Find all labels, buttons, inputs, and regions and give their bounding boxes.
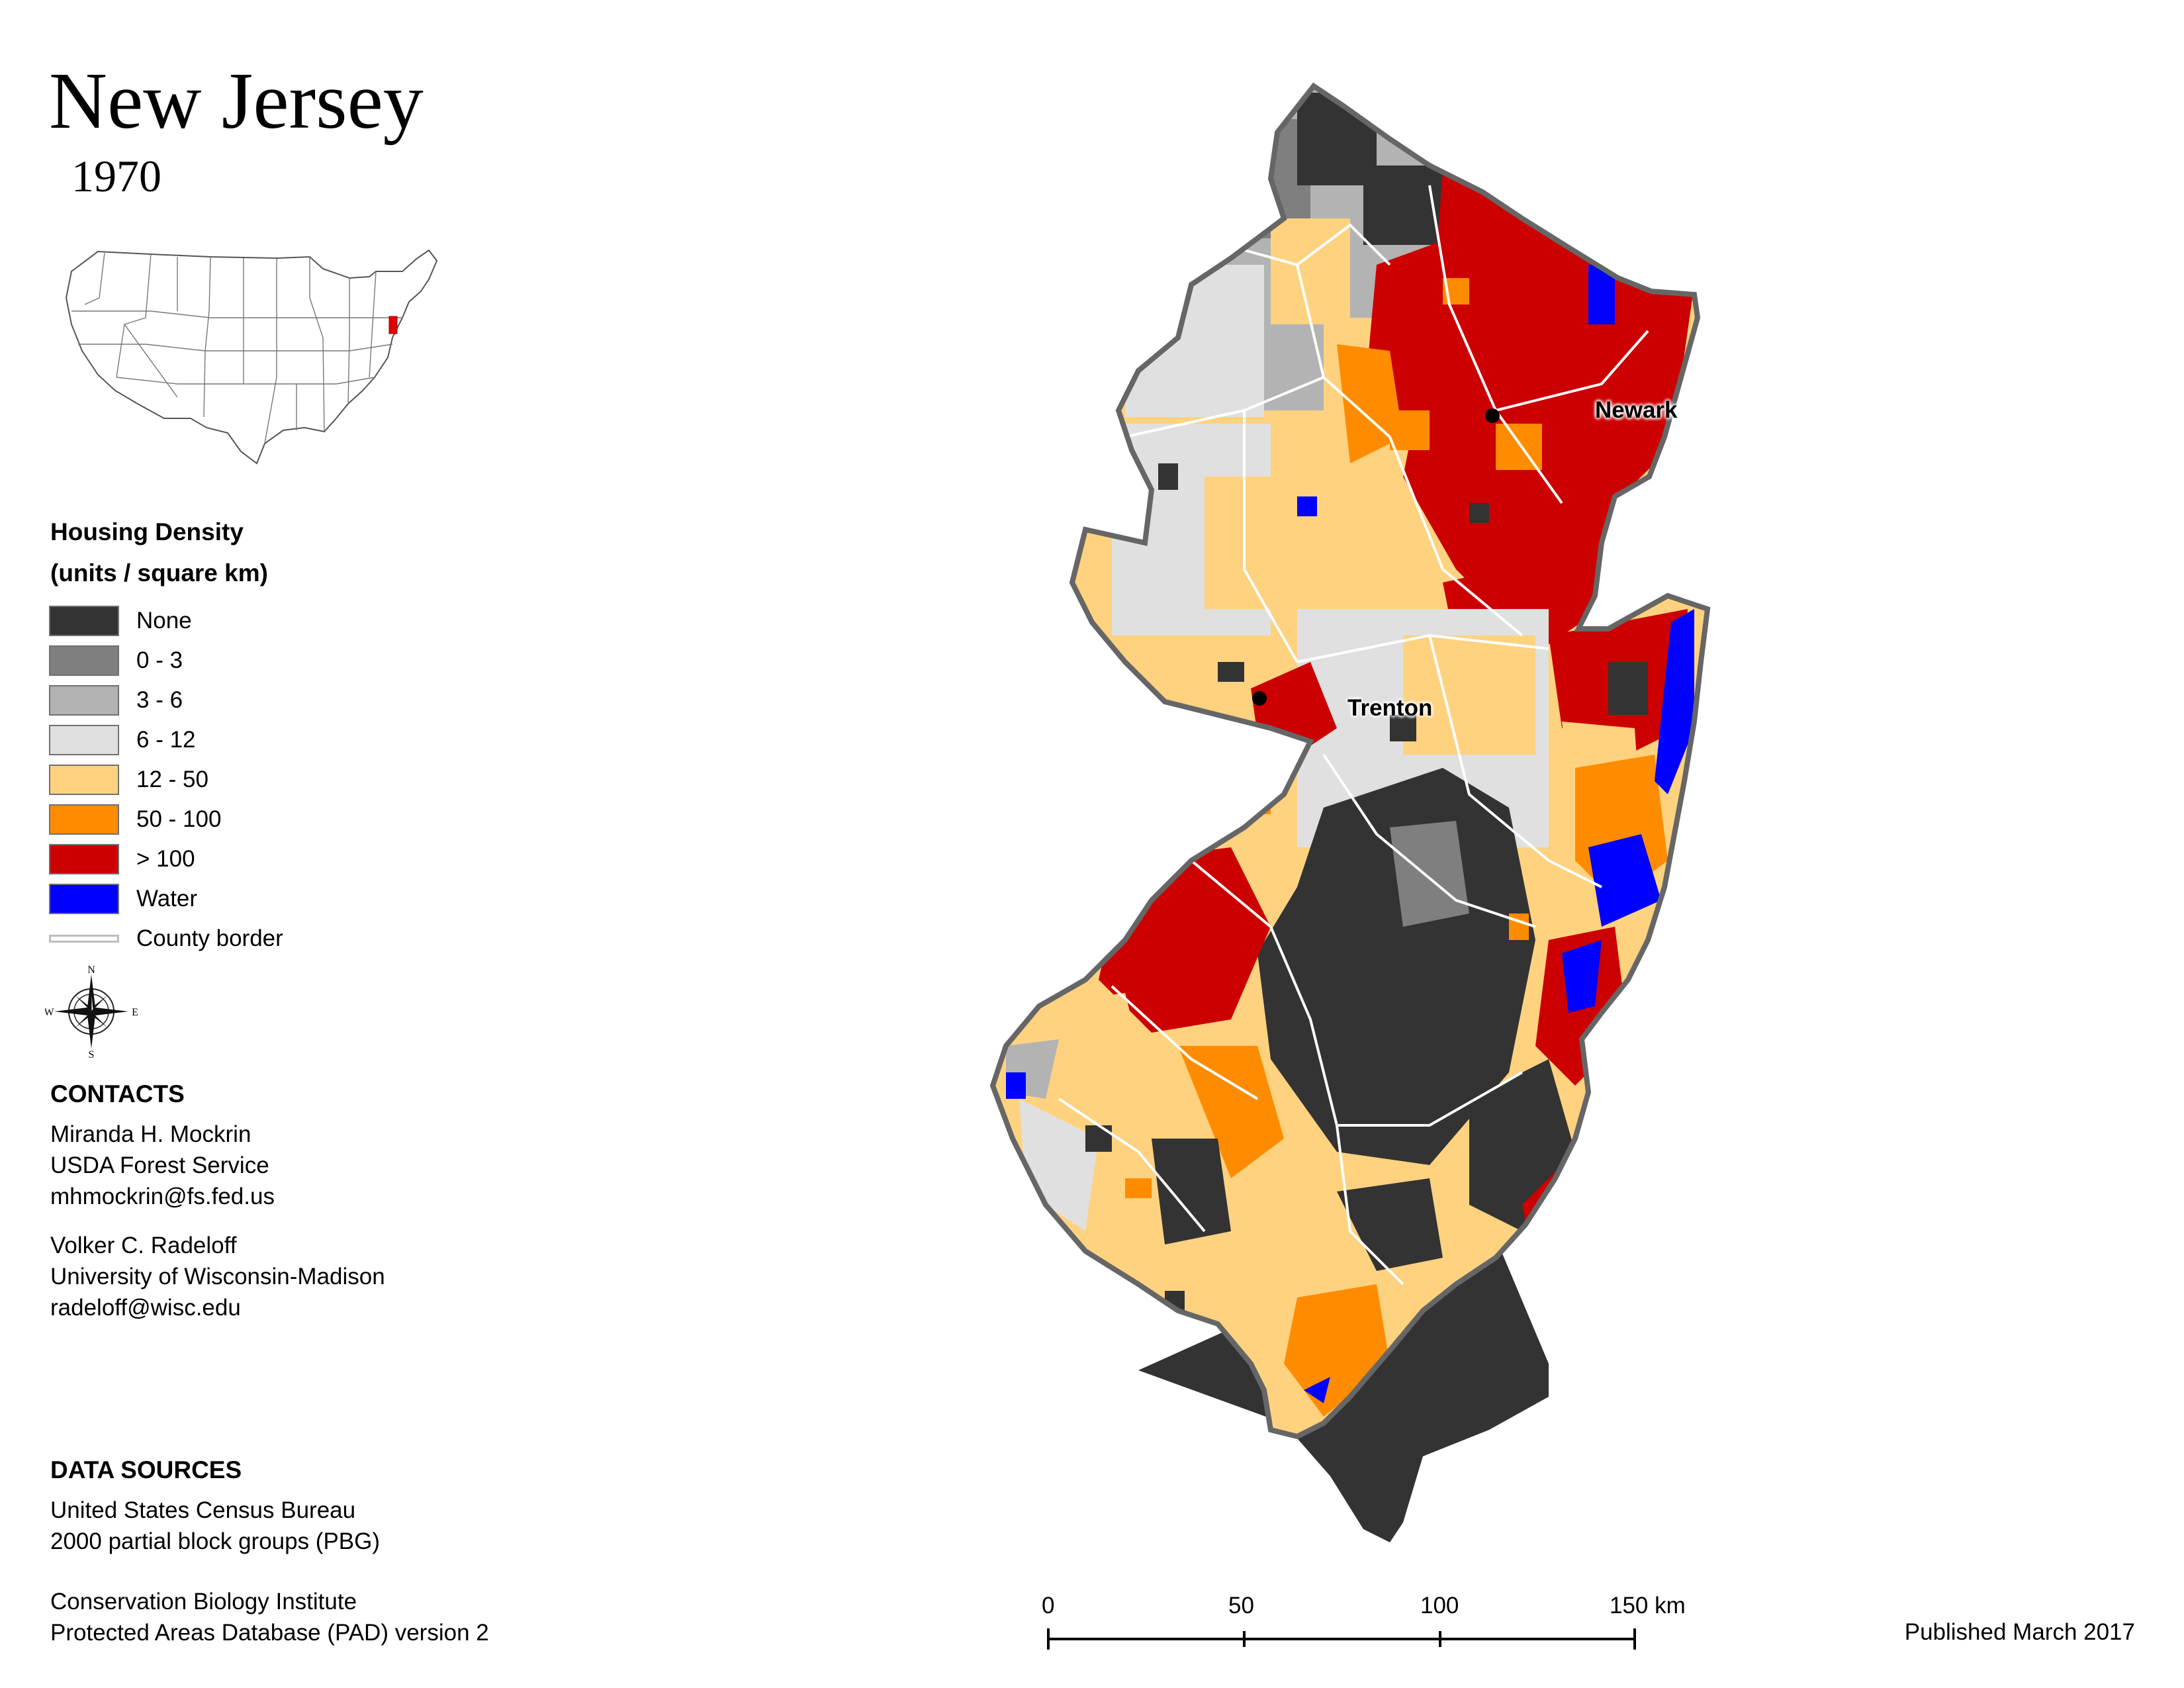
contact1-org: USDA Forest Service <box>50 1152 269 1178</box>
legend-item-over-100: > 100 <box>49 843 195 876</box>
legend-item-0-3: 0 - 3 <box>49 644 183 677</box>
contact2-email[interactable]: radeloff@wisc.edu <box>50 1295 241 1321</box>
legend-label: > 100 <box>136 846 195 872</box>
legend-swatch <box>49 765 119 795</box>
legend-item-county-border: County border <box>49 922 283 955</box>
contact2-name: Volker C. Radeloff <box>50 1233 237 1258</box>
legend-swatch <box>49 645 119 676</box>
compass-s: S <box>89 1049 95 1058</box>
compass-n: N <box>87 965 95 976</box>
newark-marker <box>1485 408 1500 423</box>
legend-label: None <box>136 608 192 633</box>
legend-item-12-50: 12 - 50 <box>49 763 208 796</box>
map-title: New Jersey <box>49 56 424 146</box>
legend-item-none: None <box>49 604 192 637</box>
legend-title: Housing Density <box>50 518 244 545</box>
contact2-org: University of Wisconsin-Madison <box>50 1264 385 1289</box>
compass-rose-icon: N S E W <box>45 965 138 1058</box>
legend-swatch <box>49 884 119 914</box>
legend-item-water: Water <box>49 882 197 915</box>
city-label-trenton: Trenton <box>1347 695 1433 721</box>
legend-swatch <box>49 606 119 636</box>
scale-label-150: 150 km <box>1610 1593 1686 1618</box>
legend-units: (units / square km) <box>50 559 268 586</box>
scale-label-50: 50 <box>1228 1593 1254 1618</box>
legend-label: 50 - 100 <box>136 806 222 832</box>
legend-label: 3 - 6 <box>136 687 183 713</box>
county-border-swatch <box>49 935 119 943</box>
source2-line2: Protected Areas Database (PAD) version 2 <box>50 1620 489 1646</box>
compass-w: W <box>45 1007 54 1018</box>
contacts-heading: CONTACTS <box>50 1080 185 1107</box>
contact1-name: Miranda H. Mockrin <box>50 1121 251 1147</box>
legend-swatch <box>49 685 119 716</box>
map-year: 1970 <box>71 151 161 201</box>
source1-line1: United States Census Bureau <box>50 1497 356 1523</box>
source2-line1: Conservation Biology Institute <box>50 1589 357 1615</box>
legend-swatch <box>49 844 119 874</box>
legend-swatch <box>49 725 119 755</box>
published-date: Published March 2017 <box>1904 1619 2135 1645</box>
legend-label: 12 - 50 <box>136 767 208 792</box>
new-jersey-map <box>927 66 1721 1542</box>
scale-bar <box>1047 1628 1636 1650</box>
legend-label: 0 - 3 <box>136 647 183 673</box>
legend-label: County border <box>136 925 283 951</box>
trenton-marker <box>1252 691 1267 706</box>
contact1-email[interactable]: mhmockrin@fs.fed.us <box>50 1184 275 1209</box>
legend-label: Water <box>136 886 198 912</box>
legend-item-50-100: 50 - 100 <box>49 803 221 836</box>
legend-swatch <box>49 804 119 835</box>
us-locator-map <box>65 249 438 465</box>
legend-label: 6 - 12 <box>136 727 196 753</box>
source1-line2: 2000 partial block groups (PBG) <box>50 1528 381 1554</box>
legend-item-3-6: 3 - 6 <box>49 684 183 717</box>
legend-item-6-12: 6 - 12 <box>49 724 196 757</box>
compass-e: E <box>132 1007 138 1018</box>
data-sources-heading: DATA SOURCES <box>50 1456 242 1483</box>
scale-label-0: 0 <box>1042 1593 1055 1618</box>
city-label-newark: Newark <box>1595 397 1678 423</box>
scale-label-100: 100 <box>1420 1593 1459 1618</box>
